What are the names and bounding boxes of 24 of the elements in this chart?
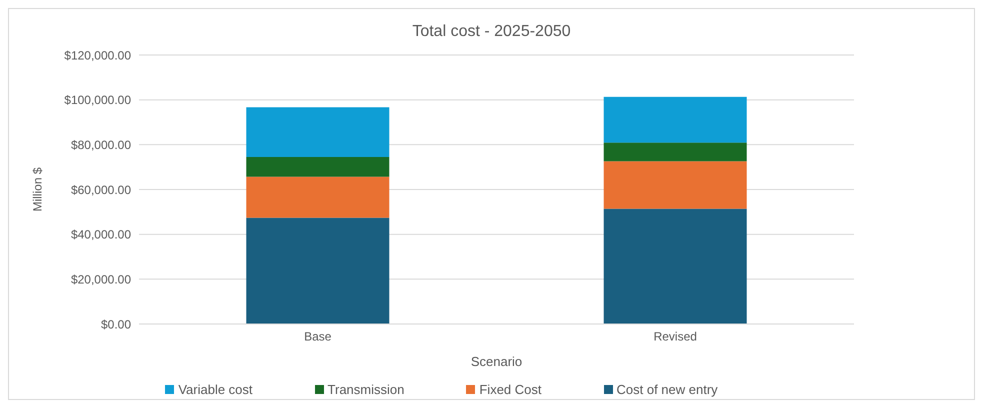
bar — [246, 218, 390, 324]
y-tick-label: $40,000.00 — [70, 228, 132, 242]
chart-title: Total cost - 2025-2050 — [411, 23, 572, 42]
bar — [604, 142, 747, 162]
y-tick-label: $120,000.00 — [64, 48, 132, 62]
y-tick-label: $60,000.00 — [70, 182, 132, 197]
bar — [604, 161, 747, 209]
bar — [604, 208, 747, 324]
x-tick-label: Revised — [654, 330, 697, 344]
legend-label: Fixed Cost — [478, 382, 542, 397]
x-tick-label: Base — [304, 330, 332, 344]
legend-label: Cost of new entry — [616, 382, 718, 397]
legend-label: Transmission — [326, 382, 404, 397]
y-tick-label: $0.00 — [100, 317, 132, 332]
bar — [604, 96, 747, 143]
legend-label: Variable cost — [177, 382, 253, 397]
bar — [246, 176, 390, 218]
y-axis-title: Million $ — [30, 167, 44, 212]
y-tick-label: $80,000.00 — [70, 138, 132, 152]
bar — [246, 107, 390, 157]
bar — [246, 156, 390, 177]
y-tick-label: $20,000.00 — [70, 272, 132, 286]
x-axis-title: Scenario — [470, 354, 522, 369]
y-tick-label: $100,000.00 — [64, 93, 132, 108]
